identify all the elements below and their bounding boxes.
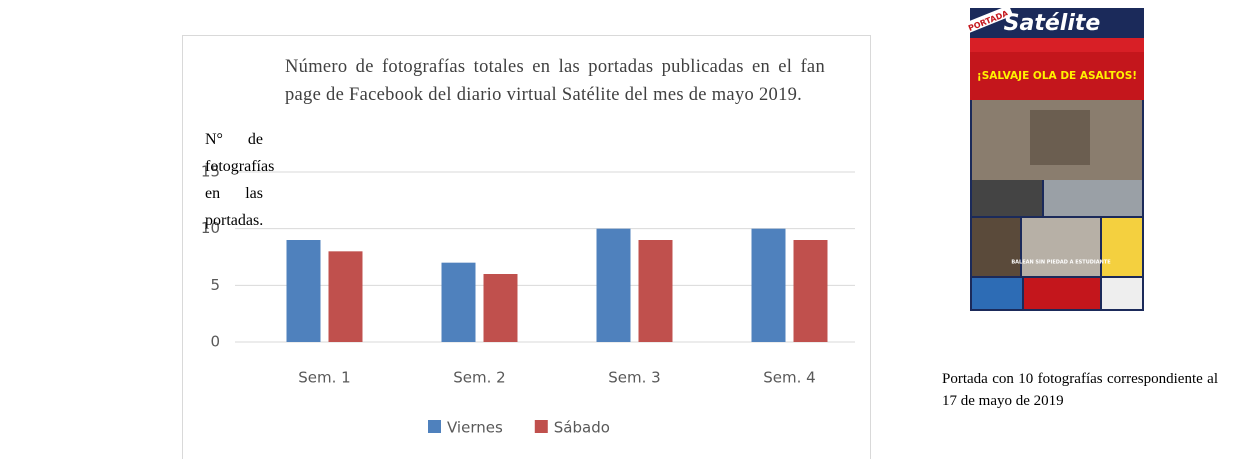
- legend-label: Viernes: [447, 419, 503, 437]
- bar: [639, 240, 673, 342]
- bar: [442, 263, 476, 342]
- legend-swatch: [428, 420, 441, 433]
- y-tick-label: 0: [210, 333, 220, 351]
- x-tick-label: Sem. 1: [298, 369, 350, 387]
- side-label: N° de fotografías en las portadas.: [205, 126, 263, 234]
- bar: [484, 274, 518, 342]
- legend-swatch: [535, 420, 548, 433]
- x-tick-label: Sem. 3: [608, 369, 660, 387]
- x-tick-label: Sem. 2: [453, 369, 505, 387]
- bar: [794, 240, 828, 342]
- bar: [597, 229, 631, 342]
- page: 051015Sem. 1Sem. 2Sem. 3Sem. 4ViernesSáb…: [0, 0, 1236, 459]
- bar: [287, 240, 321, 342]
- cover-masthead: Satélite: [1004, 11, 1101, 36]
- chart-title: Número de fotografías totales en las por…: [285, 54, 825, 109]
- cover-headline: ¡SALVAJE OLA DE ASALTOS!: [977, 70, 1137, 82]
- y-tick-label: 5: [210, 276, 220, 294]
- bar: [752, 229, 786, 342]
- cover-subhead: BALEAN SIN PIEDAD A ESTUDIANTE: [1011, 260, 1111, 266]
- legend-label: Sábado: [554, 419, 610, 437]
- x-tick-label: Sem. 4: [763, 369, 815, 387]
- bar: [329, 251, 363, 342]
- image-caption: Portada con 10 fotografías correspondien…: [942, 368, 1218, 412]
